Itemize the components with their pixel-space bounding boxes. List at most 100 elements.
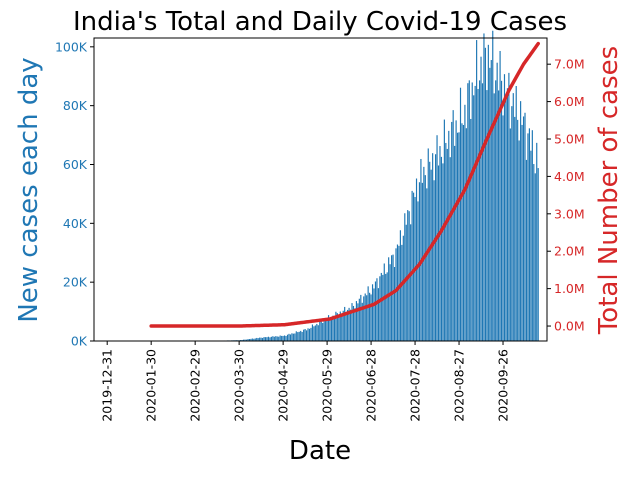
daily-bar — [514, 116, 516, 342]
daily-bar — [288, 333, 290, 341]
daily-bar — [500, 80, 503, 341]
daily-bar — [518, 140, 520, 341]
daily-bar — [363, 296, 365, 341]
daily-bar — [477, 88, 479, 342]
x-tick-label: 2020-05-29 — [320, 349, 335, 422]
daily-bar — [342, 310, 344, 341]
daily-bar — [483, 33, 485, 341]
daily-bar — [322, 323, 324, 341]
daily-bar — [269, 337, 271, 341]
daily-bar — [286, 334, 289, 341]
daily-bar — [358, 298, 360, 341]
daily-bar — [307, 328, 309, 341]
daily-bar — [471, 82, 473, 341]
daily-bar — [527, 133, 529, 341]
daily-bar — [347, 309, 349, 341]
daily-bar — [266, 337, 268, 341]
daily-bar — [405, 224, 407, 341]
daily-bar — [262, 337, 264, 341]
daily-bar — [468, 80, 470, 341]
x-tick-label: 2020-06-28 — [364, 349, 379, 422]
daily-bar — [388, 257, 390, 341]
daily-bar — [297, 332, 299, 341]
daily-bar — [420, 158, 422, 341]
daily-bar — [473, 95, 475, 341]
daily-bar — [396, 244, 399, 341]
daily-bar — [492, 30, 494, 342]
daily-bar — [391, 255, 393, 341]
daily-bar — [395, 248, 397, 341]
daily-bar — [464, 104, 466, 341]
daily-bar — [528, 128, 530, 341]
daily-bar — [245, 339, 248, 341]
daily-bar — [530, 150, 532, 341]
daily-bar — [486, 90, 488, 341]
daily-bar — [389, 264, 391, 341]
daily-bar — [413, 192, 415, 341]
daily-bar — [433, 180, 435, 341]
right-y-tick-label: 5.0M — [554, 132, 585, 147]
daily-bar — [402, 235, 404, 341]
daily-bar — [465, 128, 467, 341]
daily-bar — [259, 337, 261, 341]
daily-bar — [355, 301, 357, 341]
x-axis-label: Date — [289, 436, 351, 466]
daily-bar — [537, 168, 539, 341]
daily-bar — [487, 44, 489, 341]
daily-bar — [392, 254, 394, 341]
daily-bar — [498, 90, 500, 341]
daily-bar — [426, 188, 428, 341]
daily-bar — [452, 110, 454, 341]
daily-bar — [478, 80, 481, 342]
right-y-tick-label: 3.0M — [554, 206, 585, 221]
daily-bar — [480, 56, 482, 342]
daily-bar — [445, 142, 447, 341]
daily-bar — [311, 324, 314, 341]
daily-bar — [440, 156, 443, 341]
daily-bar — [371, 284, 374, 341]
daily-bar — [495, 80, 497, 341]
left-y-tick-label: 100K — [55, 39, 88, 54]
daily-bar — [382, 274, 384, 341]
daily-bar — [455, 120, 457, 341]
daily-bar — [349, 309, 352, 341]
right-y-tick-label: 6.0M — [554, 94, 585, 109]
plot-frame — [93, 37, 548, 342]
daily-bar — [289, 334, 292, 341]
daily-bar — [380, 272, 382, 341]
daily-bar — [442, 163, 444, 341]
daily-bar — [279, 335, 281, 341]
daily-bar — [294, 333, 296, 341]
x-tick-label: 2020-01-30 — [144, 349, 159, 422]
daily-bar — [270, 336, 272, 341]
right-y-axis: 0.0M 1.0M 2.0M 3.0M 4.0M 5.0M 6.0M 7.0M — [547, 57, 585, 334]
daily-bar — [253, 338, 255, 341]
daily-bar — [364, 293, 366, 341]
daily-bar — [304, 329, 306, 341]
daily-bar — [276, 336, 278, 341]
daily-bar — [338, 316, 340, 341]
daily-bar — [284, 335, 286, 341]
daily-bar — [525, 159, 528, 341]
daily-bar — [506, 88, 508, 342]
daily-bar — [303, 329, 305, 341]
daily-bar — [458, 132, 460, 341]
daily-bar — [410, 224, 412, 341]
daily-bar — [536, 142, 538, 341]
daily-bar — [323, 319, 325, 341]
daily-bar — [292, 333, 294, 341]
daily-bar — [490, 60, 492, 342]
left-y-tick-label: 40K — [63, 216, 88, 231]
daily-bar — [383, 263, 385, 341]
x-tick-label: 2020-07-28 — [408, 349, 423, 422]
daily-bar — [369, 292, 371, 341]
daily-bar — [439, 146, 441, 341]
x-tick-label: 2020-09-26 — [496, 349, 511, 422]
daily-bar — [423, 166, 425, 341]
daily-bar — [316, 323, 318, 341]
daily-bar — [401, 244, 403, 341]
daily-bar — [476, 40, 478, 342]
daily-bar — [332, 315, 334, 341]
left-y-tick-label: 0K — [71, 334, 88, 349]
